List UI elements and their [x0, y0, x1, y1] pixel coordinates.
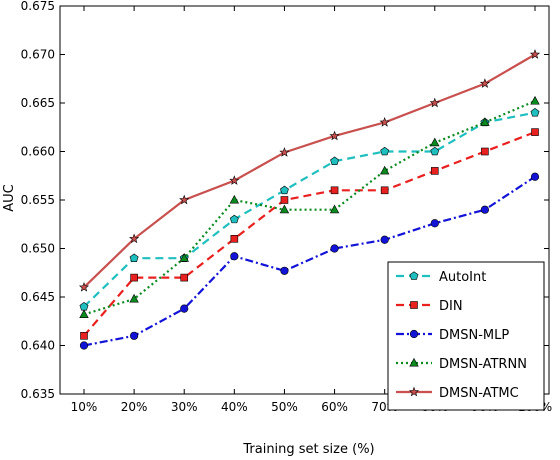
x-tick-label: 60%: [321, 400, 348, 414]
legend: AutoInt DIN DMSN-MLP DMSN-ATRNN DMSN-ATMC: [387, 261, 545, 411]
series-dmsn-atrnn: [79, 95, 540, 318]
legend-item: DMSN-ATRNN: [396, 357, 527, 372]
legend-label: AutoInt: [439, 270, 486, 285]
pentagon-marker: [229, 214, 239, 224]
legend-label: DMSN-ATRNN: [439, 357, 527, 372]
pentagon-marker: [330, 156, 340, 165]
y-tick-label: 0.640: [21, 339, 55, 353]
series-line: [83, 175, 536, 347]
y-axis-label: AUC: [2, 184, 17, 212]
triangle-marker: [409, 357, 419, 367]
x-tick-label: 50%: [271, 400, 298, 414]
square-marker: [410, 301, 418, 309]
star-marker: [329, 130, 340, 141]
circle-marker: [530, 172, 540, 181]
triangle-marker: [530, 95, 540, 105]
y-tick-label: 0.635: [21, 387, 55, 401]
legend-item: DMSN-MLP: [396, 328, 509, 343]
circle-marker: [79, 341, 89, 350]
series-line: [83, 53, 536, 289]
y-axis-ticks: 0.635 0.640 0.645 0.650 0.655 0.660 0.665 0.670…: [21, 0, 549, 401]
star-marker: [429, 97, 440, 108]
circle-marker: [409, 329, 419, 339]
pentagon-marker: [129, 253, 139, 262]
star-marker: [129, 233, 140, 244]
star-marker: [279, 147, 290, 157]
x-axis-label: Training set size (%): [242, 442, 374, 457]
x-tick-label: 30%: [171, 400, 198, 414]
square-marker: [330, 186, 339, 195]
series-autoint: [79, 108, 540, 311]
triangle-marker: [129, 293, 139, 303]
series-line: [83, 111, 536, 308]
square-marker: [230, 235, 239, 243]
series-dmsn-mlp: [79, 172, 540, 350]
star-marker: [229, 175, 240, 185]
triangle-marker: [79, 309, 89, 318]
legend-label: DMSN-MLP: [439, 328, 509, 343]
triangle-marker: [179, 253, 189, 262]
circle-marker: [430, 219, 439, 228]
circle-marker: [480, 205, 489, 214]
y-tick-label: 0.655: [21, 193, 55, 207]
square-marker: [531, 128, 539, 136]
y-tick-label: 0.670: [21, 48, 55, 62]
y-tick-label: 0.665: [21, 96, 55, 110]
star-marker: [78, 281, 90, 292]
y-tick-label: 0.650: [21, 242, 55, 256]
y-tick-label: 0.675: [21, 0, 55, 13]
triangle-marker: [229, 194, 240, 204]
pentagon-marker: [430, 146, 440, 156]
series-line: [83, 131, 536, 337]
pentagon-marker: [380, 146, 390, 156]
triangle-marker: [480, 117, 490, 126]
circle-marker: [230, 252, 239, 261]
series-layer: [78, 49, 541, 350]
square-marker: [80, 331, 88, 340]
circle-marker: [280, 266, 289, 275]
circle-marker: [330, 244, 339, 253]
star-marker: [379, 117, 390, 127]
x-tick-label: 10%: [71, 400, 98, 414]
y-tick-label: 0.660: [21, 145, 55, 159]
legend-item: AutoInt: [396, 270, 486, 285]
square-marker: [380, 186, 389, 195]
star-marker: [479, 78, 490, 88]
series-dmsn-atmc: [78, 49, 541, 292]
triangle-marker: [430, 137, 440, 147]
triangle-marker: [379, 165, 390, 175]
x-tick-label: 20%: [121, 400, 148, 414]
triangle-marker: [329, 204, 340, 214]
x-tick-label: 40%: [221, 400, 248, 414]
square-marker: [180, 273, 189, 282]
pentagon-marker: [409, 271, 419, 280]
y-tick-label: 0.645: [21, 290, 55, 304]
square-marker: [430, 167, 439, 175]
legend-label: DIN: [439, 299, 463, 314]
square-marker: [280, 196, 289, 204]
series-din: [80, 128, 539, 340]
pentagon-marker: [279, 185, 289, 195]
star-marker: [408, 386, 420, 397]
circle-marker: [130, 331, 139, 340]
circle-marker: [380, 235, 389, 244]
square-marker: [481, 147, 489, 156]
square-marker: [130, 273, 138, 282]
star-marker: [179, 194, 190, 205]
pentagon-marker: [530, 108, 540, 117]
legend-label: DMSN-ATMC: [439, 386, 519, 401]
circle-marker: [180, 304, 189, 313]
star-marker: [529, 49, 541, 59]
legend-item: DIN: [396, 299, 463, 314]
triangle-marker: [279, 204, 290, 214]
legend-item: DMSN-ATMC: [396, 386, 519, 401]
